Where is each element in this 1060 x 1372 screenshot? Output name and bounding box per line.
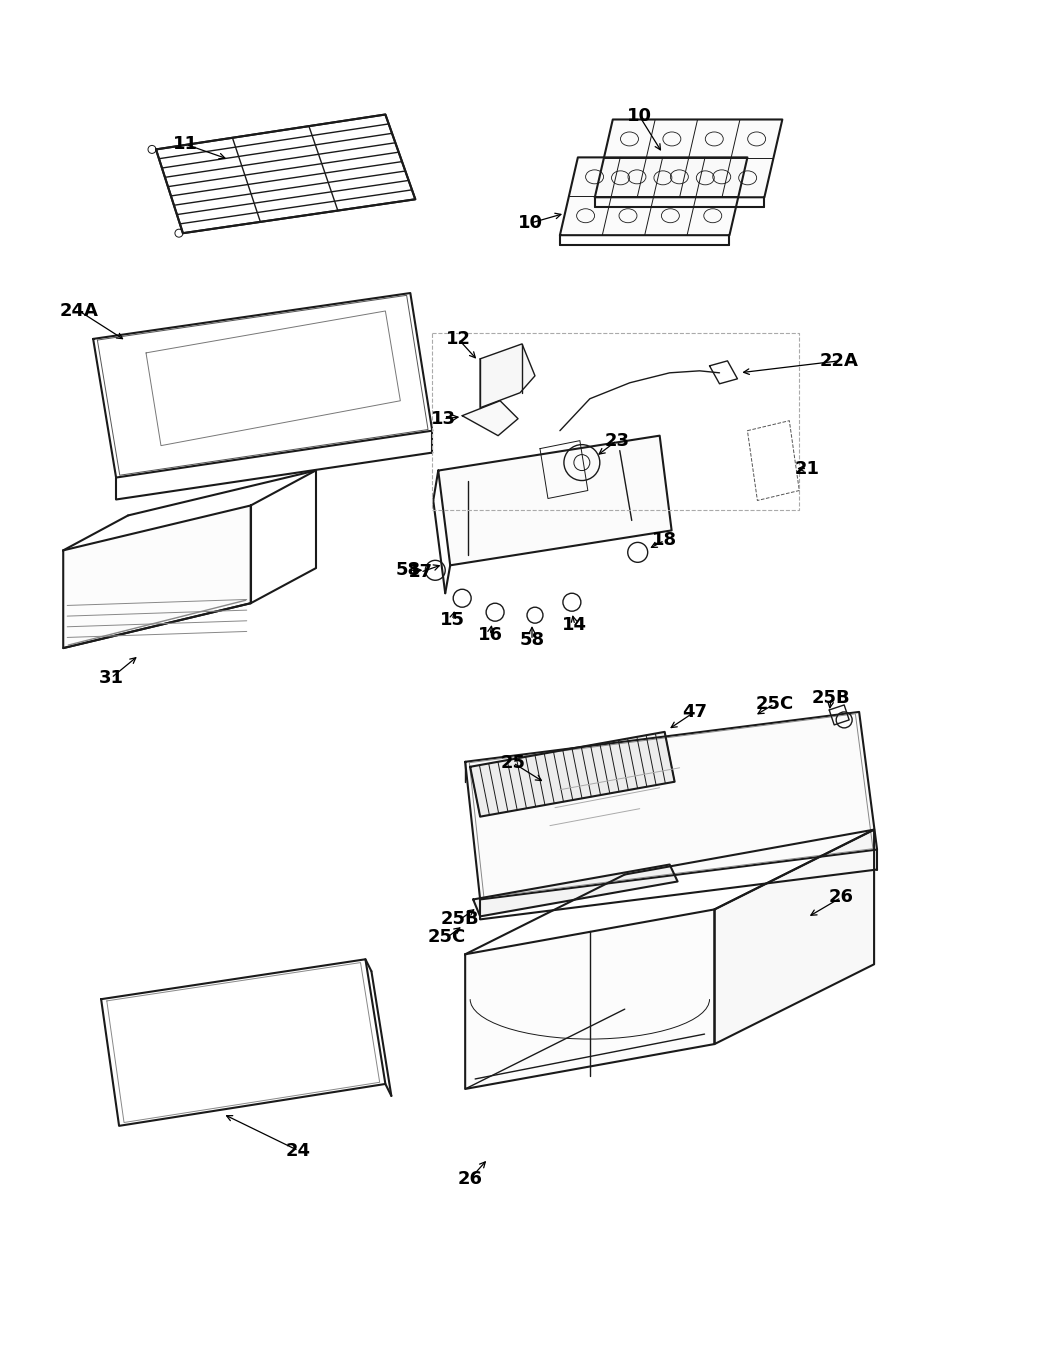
Text: 11: 11 [174,136,198,154]
Text: 15: 15 [440,611,464,630]
Text: 14: 14 [563,616,587,634]
Polygon shape [714,830,874,1044]
Text: 12: 12 [445,329,471,348]
Polygon shape [595,119,782,198]
Text: 26: 26 [458,1170,482,1188]
Text: 18: 18 [652,531,677,549]
Text: 47: 47 [682,702,707,720]
Text: 24A: 24A [59,302,99,320]
Text: 25C: 25C [755,696,794,713]
Text: 16: 16 [478,626,502,643]
Text: 25B: 25B [812,689,850,707]
Polygon shape [465,910,714,1089]
Polygon shape [473,864,677,916]
Text: 10: 10 [517,214,543,232]
Polygon shape [438,436,672,565]
Text: 22A: 22A [819,351,859,370]
Polygon shape [480,344,535,407]
Text: 58: 58 [395,561,421,579]
Polygon shape [471,731,674,816]
Polygon shape [64,505,251,648]
Polygon shape [465,712,877,900]
Text: 10: 10 [628,107,652,125]
Text: 24: 24 [286,1142,311,1159]
Text: 26: 26 [829,889,853,907]
Text: 31: 31 [99,670,124,687]
Text: 13: 13 [430,410,456,428]
Text: 58: 58 [519,631,545,649]
Text: 25: 25 [500,753,526,772]
Text: 17: 17 [408,564,432,582]
Text: 23: 23 [604,432,630,450]
Polygon shape [462,401,518,436]
Text: 21: 21 [795,460,819,477]
Polygon shape [560,158,747,235]
Text: 25C: 25C [428,929,466,947]
Text: 25B: 25B [441,911,479,929]
